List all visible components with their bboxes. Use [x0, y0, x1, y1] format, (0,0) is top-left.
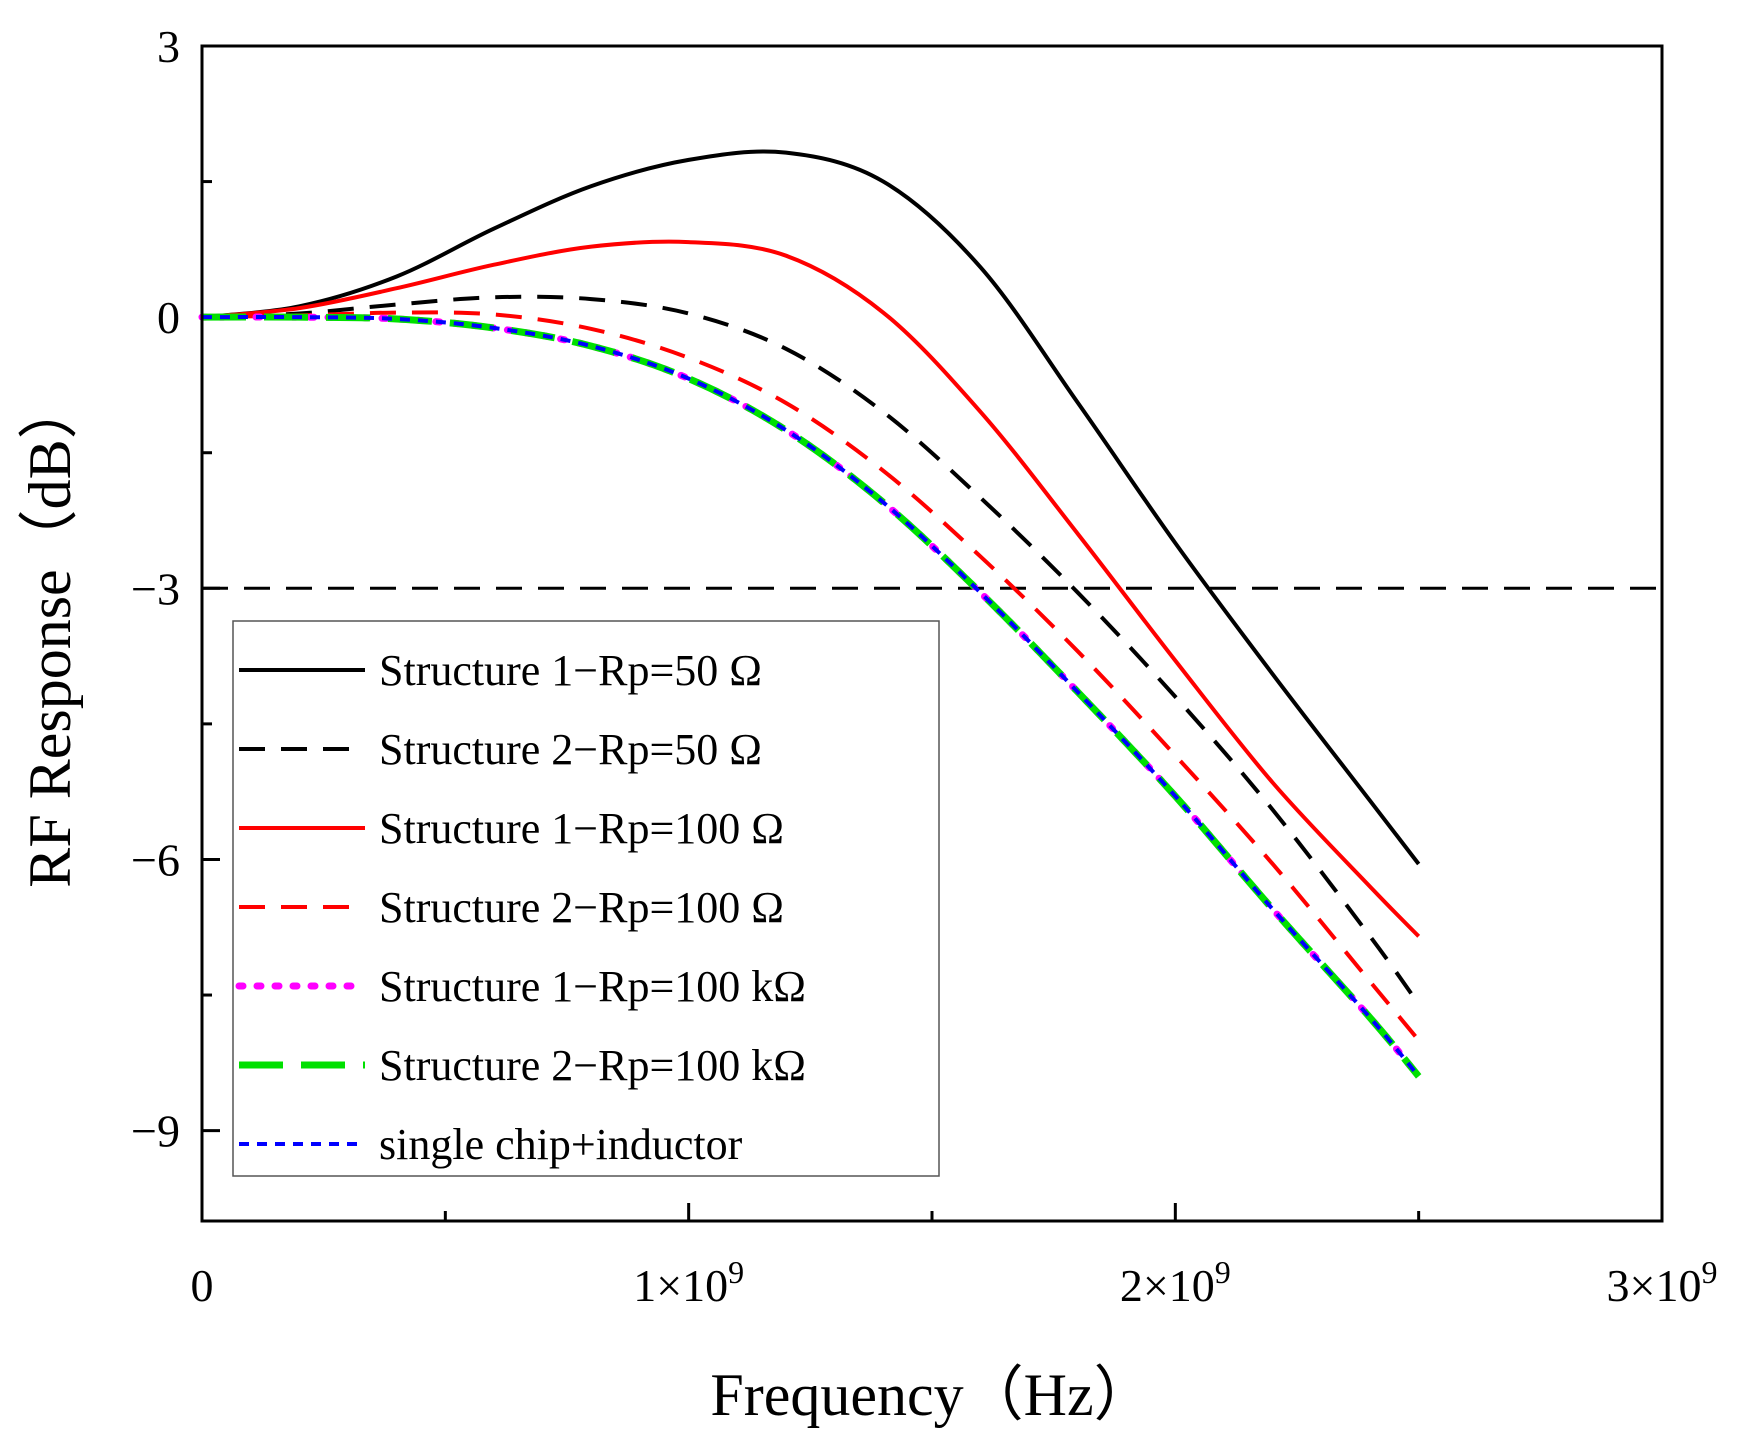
legend-label: Structure 2−Rp=100 kΩ: [379, 1041, 806, 1090]
y-tick-label: 3: [157, 21, 180, 72]
y-axis-title: RF Response（dB）: [17, 379, 83, 887]
y-tick-labels: 3 0 −3 −6 −9: [131, 21, 180, 1157]
series-line-2: [201, 294, 1421, 1006]
series-lines: [198, 149, 1423, 1080]
legend-label: Structure 1−Rp=50 Ω: [379, 646, 762, 695]
x-axis-title: Frequency（Hz）: [710, 1362, 1153, 1428]
legend-label: Structure 1−Rp=100 kΩ: [379, 962, 806, 1011]
series-line-3: [201, 239, 1421, 938]
x-tick-exponent: 9: [1701, 1254, 1717, 1290]
y-tick-label: −6: [131, 834, 180, 885]
x-tick-label: 1×109: [633, 1254, 744, 1311]
legend: Structure 1−Rp=50 Ω Structure 2−Rp=50 Ω St…: [232, 620, 940, 1177]
legend-label: Structure 2−Rp=50 Ω: [379, 725, 762, 774]
y-tick-label: −9: [131, 1106, 180, 1157]
plot-frame: [200, 44, 1664, 1223]
x-tick-exponent: 9: [1215, 1254, 1231, 1290]
series-line-7: [201, 315, 1421, 1078]
x-tick-exponent: 9: [728, 1254, 744, 1290]
y-tick-label: −3: [131, 563, 180, 614]
legend-label: single chip+inductor: [379, 1120, 743, 1169]
x-tick-label: 2×109: [1120, 1254, 1231, 1311]
y-tick-label: 0: [157, 292, 180, 343]
x-tick-label: 0: [191, 1260, 214, 1311]
x-tick-label: 3×109: [1607, 1254, 1718, 1311]
legend-label: Structure 2−Rp=100 Ω: [379, 883, 784, 932]
series-line-4: [201, 310, 1421, 1042]
series-line-1: [201, 149, 1421, 866]
x-tick-labels: 0 1×109 2×109 3×109: [191, 1254, 1718, 1311]
legend-box: [232, 620, 940, 1177]
legend-label: Structure 1−Rp=100 Ω: [379, 804, 784, 853]
